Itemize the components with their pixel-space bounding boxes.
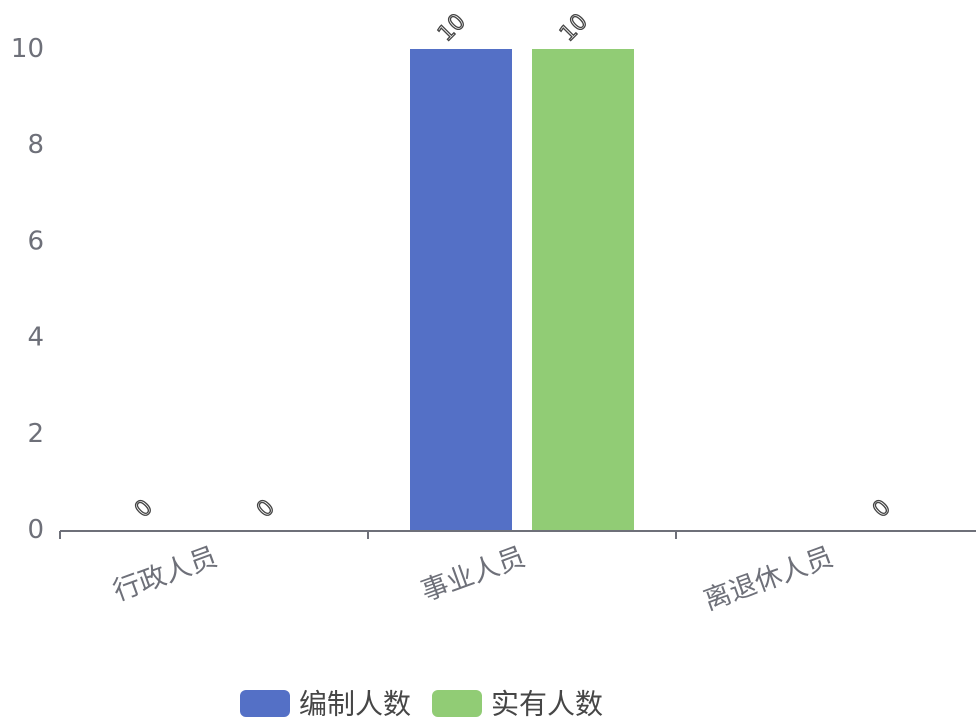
y-axis: 0 2 4 6 8 10 <box>11 34 44 545</box>
legend: 编制人数 实有人数 <box>240 688 603 718</box>
data-label: 10 <box>433 9 470 46</box>
y-tick-label: 2 <box>27 419 44 449</box>
x-axis: 行政人员 事业人员 离退休人员 <box>59 530 976 617</box>
legend-label: 实有人数 <box>491 688 603 718</box>
x-category-label: 事业人员 <box>417 541 529 607</box>
y-tick-label: 10 <box>11 34 44 64</box>
y-tick-label: 4 <box>27 323 44 353</box>
bar-series-0-category-1 <box>410 49 512 530</box>
bar-series-1-category-1 <box>532 49 634 530</box>
data-label: 0 <box>252 495 280 523</box>
data-label: 10 <box>555 9 592 46</box>
legend-item-series-0[interactable]: 编制人数 <box>240 688 411 718</box>
x-category-label: 行政人员 <box>109 541 221 607</box>
data-label: 0 <box>868 495 896 523</box>
y-tick-label: 6 <box>27 226 44 256</box>
legend-item-series-1[interactable]: 实有人数 <box>432 688 603 718</box>
bars <box>410 49 634 530</box>
legend-swatch <box>432 690 482 717</box>
data-label: 0 <box>130 495 158 523</box>
y-tick-label: 8 <box>27 130 44 160</box>
legend-label: 编制人数 <box>299 688 411 718</box>
x-category-label: 离退休人员 <box>700 541 837 616</box>
value-labels: 0 0 10 10 0 <box>130 9 897 524</box>
legend-swatch <box>240 690 290 717</box>
y-tick-label: 0 <box>27 515 44 545</box>
